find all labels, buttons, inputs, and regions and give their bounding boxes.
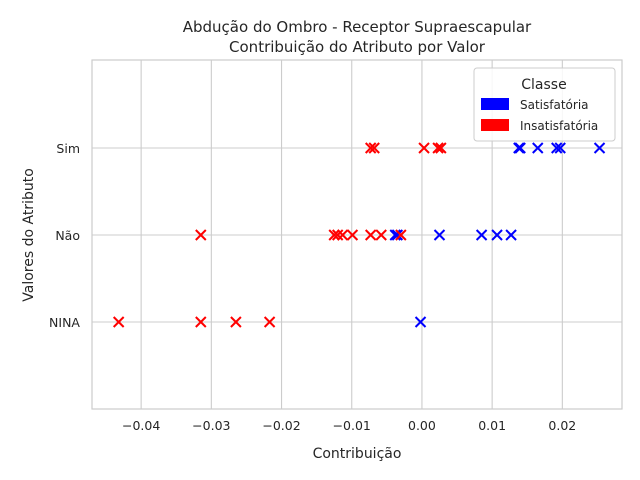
x-tick-label: 0.01 <box>478 418 506 433</box>
series-1 <box>112 142 447 328</box>
data-point <box>328 229 340 241</box>
legend-box <box>473 67 616 142</box>
data-point <box>346 229 359 241</box>
chart-title: Abdução do Ombro - Receptor Supraescapul… <box>183 18 532 36</box>
data-point <box>331 229 344 241</box>
y-tick-label: Não <box>55 228 80 243</box>
x-axis-label: Contribuição <box>313 446 402 462</box>
data-point <box>593 142 606 154</box>
data-points <box>112 142 606 328</box>
x-tick-label: −0.03 <box>192 418 230 433</box>
data-point <box>195 229 207 241</box>
y-tick-label: NINA <box>49 315 80 330</box>
grid <box>92 60 622 409</box>
data-point <box>336 229 349 241</box>
data-point <box>263 316 276 328</box>
data-point <box>435 142 447 154</box>
data-point <box>532 142 544 154</box>
y-axis-ticks: NINA Não Sim <box>49 141 80 330</box>
chart-subtitle: Contribuição do Atributo por Valor <box>229 38 486 56</box>
data-point <box>432 142 444 154</box>
legend-swatch-insatisfatoria <box>481 119 509 131</box>
data-point <box>554 142 566 154</box>
data-point <box>368 142 380 154</box>
data-point <box>375 229 387 241</box>
data-point <box>195 316 207 328</box>
data-point <box>418 142 430 154</box>
data-point <box>364 229 377 241</box>
data-point <box>112 316 125 328</box>
data-point <box>514 142 526 154</box>
data-point <box>551 142 563 154</box>
x-tick-label: −0.02 <box>262 418 300 433</box>
legend-title: Classe <box>521 77 566 93</box>
x-tick-label: 0.00 <box>408 418 436 433</box>
x-axis-ticks: −0.04 −0.03 −0.02 −0.01 0.00 0.01 0.02 <box>122 418 576 433</box>
legend: Classe Satisfatória Insatisfatória <box>473 67 616 142</box>
legend-label-satisfatoria: Satisfatória <box>520 98 589 112</box>
data-point <box>395 229 407 241</box>
data-point <box>505 229 517 241</box>
data-point <box>391 229 404 241</box>
x-tick-label: −0.04 <box>122 418 160 433</box>
data-point <box>364 142 377 154</box>
legend-swatch-satisfatoria <box>481 98 509 110</box>
data-point <box>433 229 446 241</box>
plot-frame <box>91 59 623 410</box>
y-tick-label: Sim <box>56 141 80 156</box>
legend-label-insatisfatoria: Insatisfatória <box>520 119 598 133</box>
x-tick-label: 0.02 <box>548 418 576 433</box>
y-axis-label: Valores do Atributo <box>21 168 37 302</box>
x-tick-label: −0.01 <box>333 418 371 433</box>
data-point <box>230 316 242 328</box>
data-point <box>491 229 503 241</box>
data-point <box>414 316 427 328</box>
data-point <box>475 229 488 241</box>
